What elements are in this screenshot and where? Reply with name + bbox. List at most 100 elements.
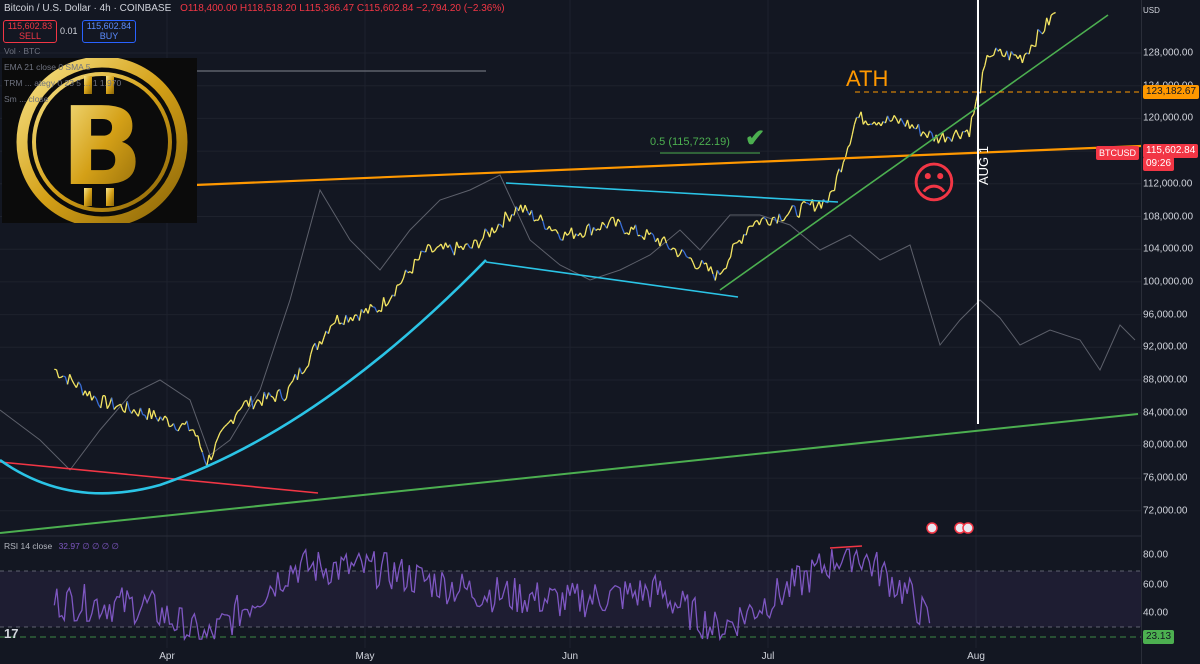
price-segment [973, 101, 977, 115]
price-segment [1006, 50, 1010, 61]
price-segment [993, 47, 997, 56]
price-segment [683, 251, 687, 257]
indicator-sm[interactable]: Sm ... close [4, 94, 49, 104]
price-segment [424, 244, 429, 253]
price-segment [407, 271, 411, 274]
price-segment [601, 221, 606, 226]
price-line [54, 11, 1056, 467]
price-segment [131, 409, 135, 414]
price-segment [367, 304, 372, 314]
price-segment [911, 124, 915, 129]
price-segment [621, 228, 626, 235]
price-segment [55, 369, 60, 378]
price-segment [1021, 54, 1026, 64]
x-tick-may: May [355, 651, 375, 662]
currency-label[interactable]: USD [1143, 6, 1160, 15]
indicator-trm[interactable]: TRM ... ategy 0 23 5 ... 1 1.970 [4, 78, 122, 88]
price-tick: 76,000.00 [1143, 472, 1188, 484]
price-segment [900, 117, 904, 123]
price-segment [619, 221, 623, 229]
price-segment [557, 233, 562, 240]
indicator-ema[interactable]: EMA 21 close 0 SMA 5 [4, 62, 91, 72]
sell-button[interactable]: 115,602.83 SELL [3, 20, 57, 43]
price-segment [920, 131, 924, 137]
price-segment [172, 423, 177, 430]
price-segment [142, 413, 146, 416]
price-segment [201, 452, 206, 461]
price-segment [741, 234, 745, 244]
price-segment [542, 220, 546, 230]
price-segment [339, 322, 342, 325]
price-segment [968, 117, 973, 138]
price-segment [674, 249, 679, 258]
ohlc-readout: O118,400.00 H118,518.20 L115,366.47 C115… [180, 3, 505, 14]
price-segment [307, 354, 312, 366]
price-segment [150, 410, 155, 420]
price-segment [252, 403, 257, 410]
price-segment [164, 415, 168, 419]
price-segment [652, 234, 657, 243]
price-segment [533, 219, 537, 222]
price-segment [78, 381, 82, 386]
fib-label: 0.5 (115,722.19) [650, 136, 730, 148]
price-segment [880, 121, 884, 127]
price-segment [897, 117, 902, 124]
spread-value: 0.01 [60, 26, 78, 36]
price-tick: 128,000.00 [1143, 47, 1194, 59]
price-scale[interactable] [1141, 0, 1200, 664]
price-segment [321, 337, 325, 345]
price-segment [805, 202, 809, 204]
indicator-volume[interactable]: Vol · BTC [4, 46, 41, 56]
price-segment [721, 268, 725, 273]
price-segment [765, 218, 769, 225]
price-segment [431, 250, 435, 253]
price-segment [942, 132, 946, 143]
price-segment [113, 406, 117, 410]
price-segment [162, 415, 166, 421]
price-segment [60, 375, 64, 378]
price-segment [564, 231, 568, 236]
price-segment [778, 213, 783, 222]
price-segment [199, 446, 204, 453]
price-segment [582, 235, 586, 238]
price-segment [323, 330, 327, 338]
price-segment [166, 418, 170, 427]
price-segment [239, 406, 243, 411]
price-segment [84, 390, 89, 397]
price-segment [539, 214, 544, 222]
price-segment [495, 223, 500, 231]
price-segment [729, 244, 734, 258]
price-tick: 120,000.00 [1143, 112, 1194, 124]
rsi-line [53, 547, 931, 642]
price-segment [1010, 51, 1015, 56]
price-segment [833, 175, 838, 191]
price-segment [62, 375, 66, 378]
price-segment [182, 422, 186, 426]
price-tick: 104,000.00 [1143, 243, 1194, 255]
price-tick: 80,000.00 [1143, 439, 1188, 451]
rsi-header[interactable]: RSI 14 close 32.97 ∅ ∅ ∅ ∅ [4, 541, 119, 552]
price-segment [979, 71, 984, 94]
buy-button[interactable]: 115,602.84 BUY [82, 20, 136, 43]
price-segment [893, 115, 897, 120]
chart-header[interactable]: Bitcoin / U.S. Dollar · 4h · COINBASE O1… [4, 3, 505, 14]
price-segment [442, 242, 447, 250]
price-segment [701, 259, 705, 265]
price-tick: 72,000.00 [1143, 505, 1188, 517]
cyan-curve [0, 259, 487, 495]
price-segment [374, 307, 378, 313]
price-segment [148, 408, 153, 420]
green-long-trendline [0, 413, 1139, 534]
price-segment [133, 409, 137, 414]
price-chart[interactable] [0, 0, 1141, 664]
price-segment [394, 285, 398, 297]
price-segment [829, 190, 833, 193]
price-segment [124, 401, 128, 413]
event-icons[interactable] [926, 522, 974, 534]
price-segment [290, 380, 294, 384]
price-segment [265, 392, 270, 400]
price-segment [971, 113, 975, 118]
price-tick: 96,000.00 [1143, 309, 1188, 321]
price-segment [606, 221, 610, 229]
price-segment [212, 443, 217, 455]
